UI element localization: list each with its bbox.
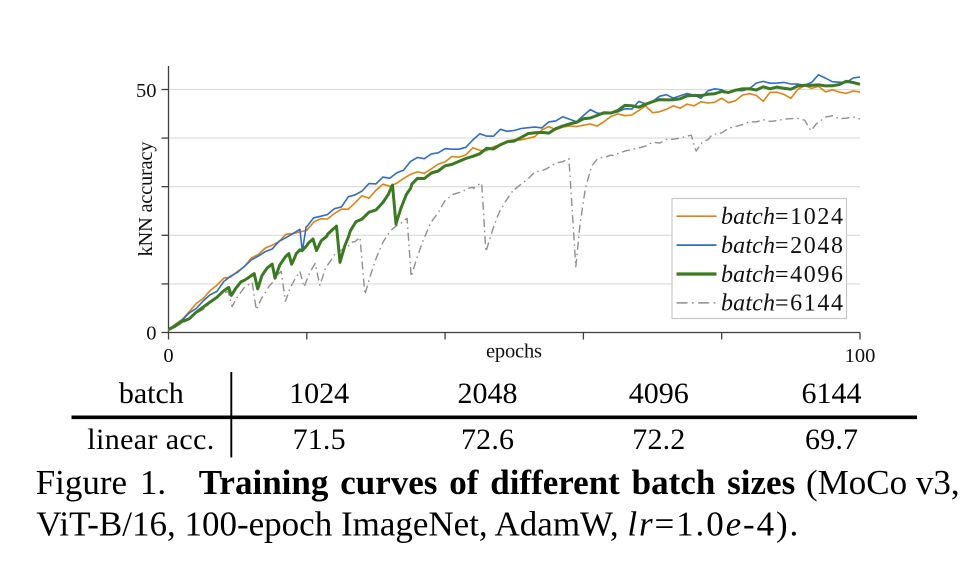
svg-text:72.6: 72.6 bbox=[461, 423, 514, 456]
svg-text:69.7: 69.7 bbox=[805, 423, 858, 456]
svg-text:4096: 4096 bbox=[629, 377, 689, 410]
svg-text:0: 0 bbox=[146, 323, 156, 345]
svg-text:batch=6144: batch=6144 bbox=[721, 291, 843, 317]
svg-text:batch=1024: batch=1024 bbox=[721, 204, 843, 230]
svg-text:50: 50 bbox=[136, 80, 157, 102]
svg-text:linear acc.: linear acc. bbox=[87, 423, 214, 456]
svg-text:batch=2048: batch=2048 bbox=[721, 233, 843, 259]
svg-text:72.2: 72.2 bbox=[632, 423, 685, 456]
svg-text:batch=4096: batch=4096 bbox=[721, 262, 843, 288]
svg-text:batch: batch bbox=[119, 377, 184, 410]
svg-text:kNN accuracy: kNN accuracy bbox=[135, 141, 157, 257]
svg-text:0: 0 bbox=[163, 345, 173, 367]
svg-text:Figure 1.Training curves of di: Figure 1. Training curves of different ba… bbox=[36, 463, 960, 502]
svg-text:2048: 2048 bbox=[458, 377, 518, 410]
svg-text:1024: 1024 bbox=[289, 377, 349, 410]
svg-text:71.5: 71.5 bbox=[293, 423, 346, 456]
svg-text:6144: 6144 bbox=[802, 377, 862, 410]
svg-text:100: 100 bbox=[845, 345, 876, 367]
svg-text:epochs: epochs bbox=[486, 341, 542, 363]
svg-text:ViT-B/16, 100-epoch ImageNet,: ViT-B/16, 100-epoch ImageNet, AdamW, lr=… bbox=[36, 505, 800, 544]
